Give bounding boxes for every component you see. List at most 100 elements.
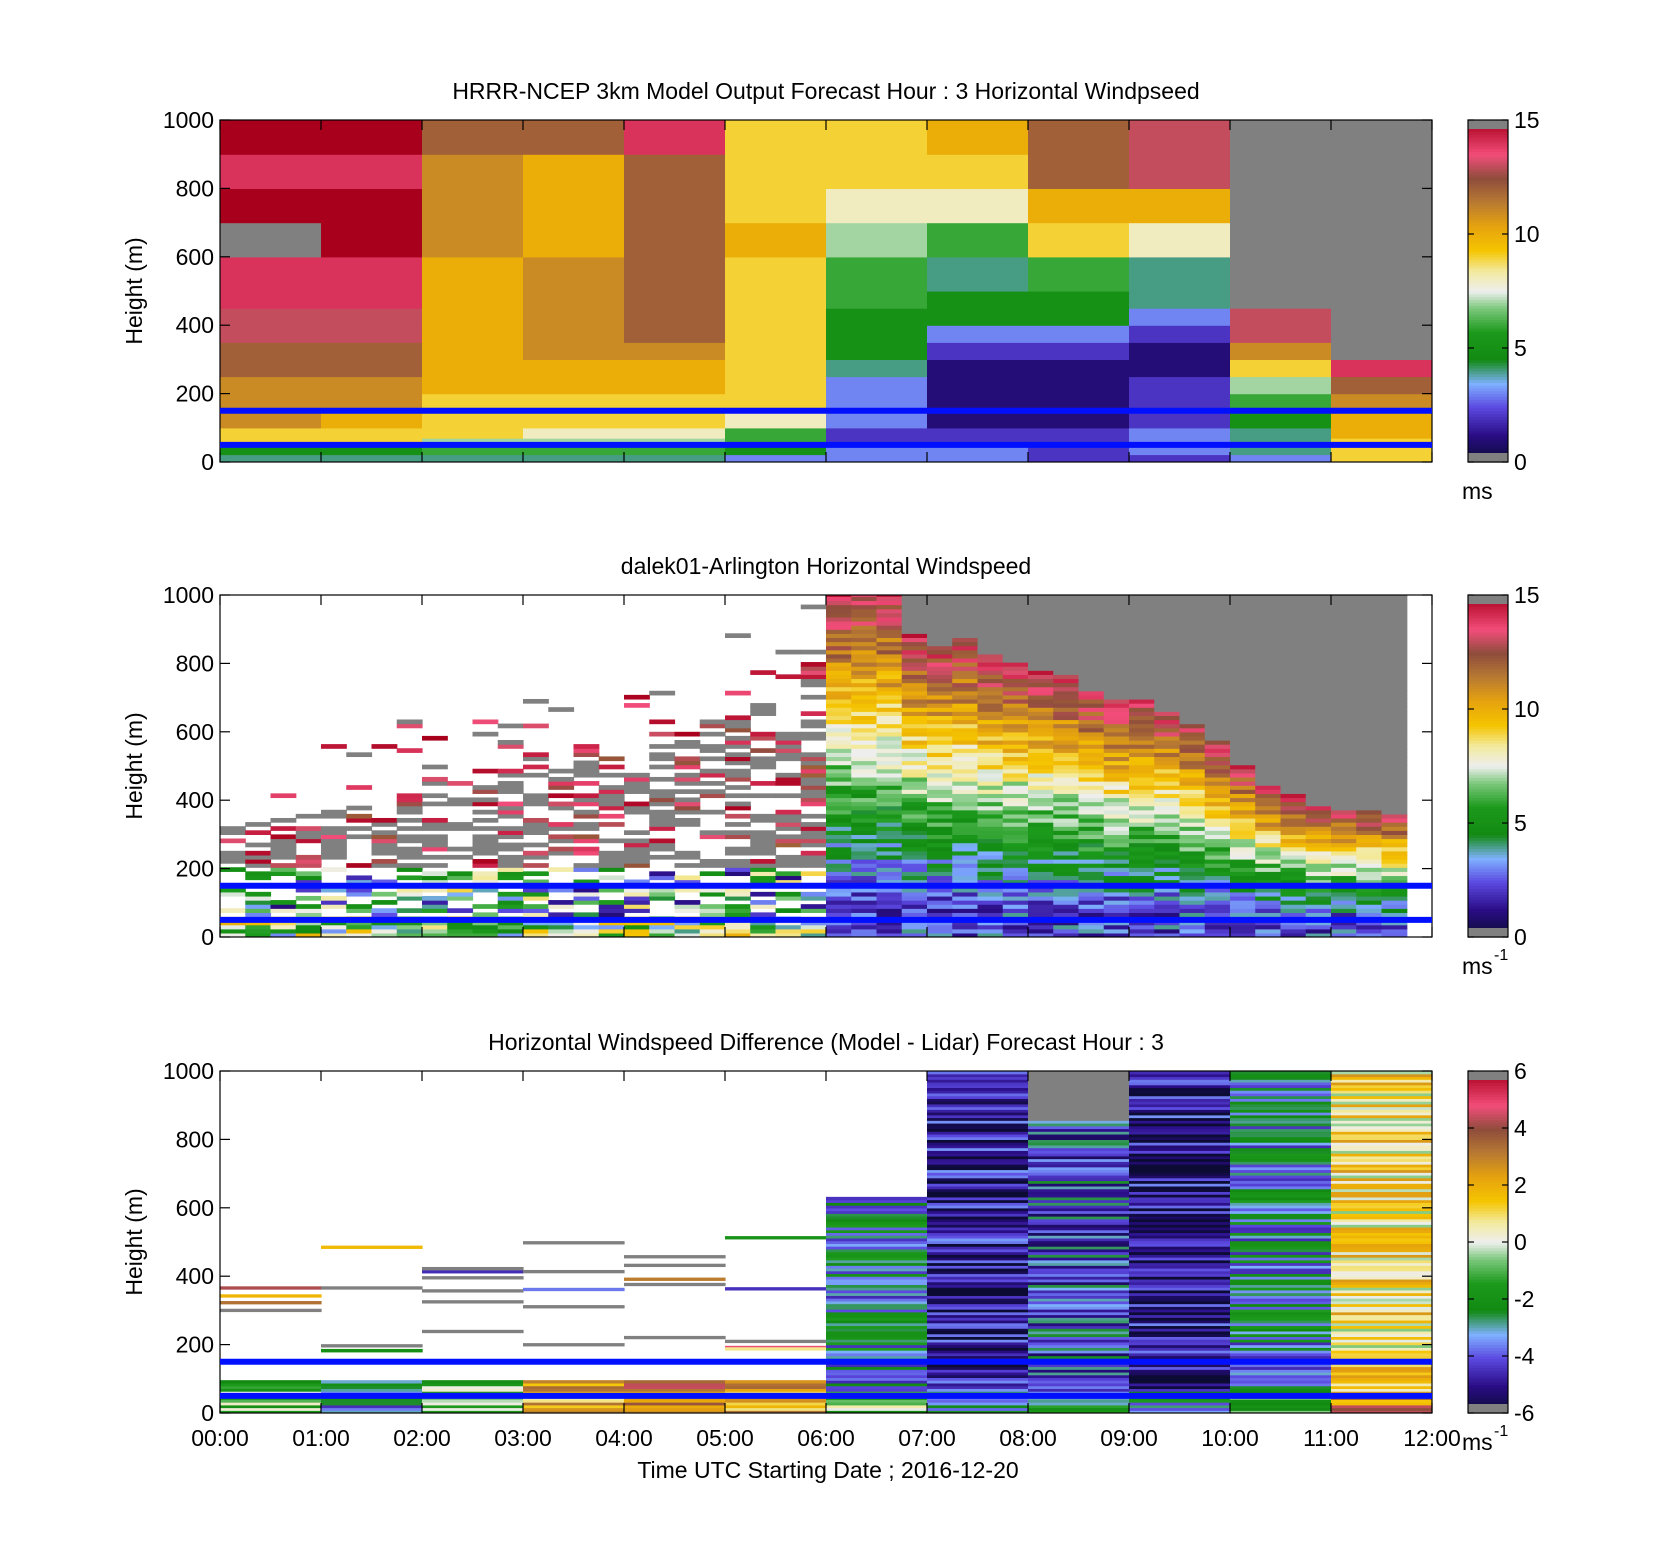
difference-cell [1230,1185,1332,1190]
lidar-cell [699,772,726,778]
lidar-cell [1255,854,1282,860]
difference-cell [1331,1161,1432,1165]
lidar-cell [927,600,953,606]
lidar-cell [901,633,928,638]
lidar-cell [977,908,1004,913]
lidar-cell [1230,670,1256,675]
colorbar-swatch [1468,1216,1508,1220]
lidar-cell [1053,735,1080,741]
difference-cell [927,1235,1029,1239]
lidar-cell [573,924,600,930]
colorbar-swatch [1468,663,1508,667]
lidar-cell [851,764,878,770]
lidar-cell [1028,817,1054,823]
lidar-cell [472,826,499,831]
colorbar-swatch [1468,743,1508,747]
lidar-cell [800,850,827,856]
lidar-cell [1078,838,1105,844]
colorbar-swatch [1468,410,1508,415]
lidar-cell [901,908,928,913]
lidar-cell [270,834,297,840]
lidar-cell [1129,612,1155,618]
difference-cell [1230,1388,1332,1392]
lidar-cell [1053,871,1080,877]
colorbar-swatch [1468,723,1508,727]
lidar-cell [1204,834,1231,840]
colorbar-swatch [1468,654,1508,659]
difference-cell [1331,1210,1432,1214]
model-cell [220,376,322,395]
lidar-cell [1204,703,1231,708]
colorbar-swatch [1468,919,1508,924]
lidar-cell [1356,772,1383,778]
lidar-cell [1280,817,1307,823]
lidar-cell [1230,867,1256,872]
lidar-cell [851,666,878,671]
model-cell [321,325,423,343]
difference-cell [927,1333,1029,1337]
lidar-cell [851,657,878,663]
difference-cell [1230,1289,1332,1294]
difference-cell [826,1399,928,1403]
lidar-cell [674,850,701,856]
lidar-cell [1356,867,1383,872]
difference-cell [1331,1177,1432,1182]
lidar-cell [1204,727,1231,733]
lidar-cell [598,793,625,799]
lidar-cell [1230,863,1256,868]
colorbar-swatch [1468,396,1508,400]
difference-cell [927,1224,1029,1228]
lidar-cell [1154,805,1181,811]
lidar-cell [1002,715,1029,721]
lidar-cell [1129,863,1155,868]
lidar-cell [1078,826,1105,831]
model-cell [523,376,625,395]
lidar-cell [699,834,726,840]
lidar-cell [901,875,928,881]
lidar-cell [977,698,1004,704]
lidar-cell [851,768,878,774]
difference-cell [1129,1328,1231,1332]
model-cell [1028,427,1130,439]
lidar-cell [1103,817,1130,823]
colorbar-frame [1467,594,1509,938]
lidar-cell [321,895,347,901]
lidar-cell [1280,928,1307,934]
lidar-cell [725,719,751,725]
lidar-cell [1204,616,1231,622]
lidar-cell [1002,813,1029,819]
lidar-cell [1129,805,1155,811]
lidar-cell [1255,731,1282,737]
lidar-cell [1381,924,1408,930]
lidar-cell [901,842,928,848]
lidar-cell [851,625,878,630]
difference-cell [927,1213,1029,1217]
lidar-cell [901,830,928,835]
lidar-cell [1280,797,1307,803]
lidar-cell [725,805,751,811]
lidar-cell [245,908,272,913]
difference-cell [826,1298,928,1302]
lidar-cell [750,863,777,868]
lidar-cell [725,908,751,913]
lidar-cell [750,731,777,737]
model-cell [220,120,322,155]
colorbar-swatch [1468,711,1508,716]
lidar-cell [1305,813,1332,819]
lidar-cell [952,805,979,811]
model-cell [826,410,928,429]
colorbar-swatch [1468,322,1508,326]
colorbar-tick-label: 0 [1514,924,1527,950]
lidar-cell [1331,842,1357,848]
model-cell [422,222,524,258]
lidar-cell [1103,653,1130,659]
lidar-cell [1255,859,1282,864]
lidar-cell [851,826,878,831]
difference-cell [1129,1218,1231,1223]
difference-cell [826,1246,928,1250]
difference-cell [927,1371,1029,1376]
lidar-cell [270,863,297,868]
colorbar-swatch [1468,677,1508,682]
lidar-cell [1078,768,1105,774]
lidar-cell [1305,838,1332,844]
